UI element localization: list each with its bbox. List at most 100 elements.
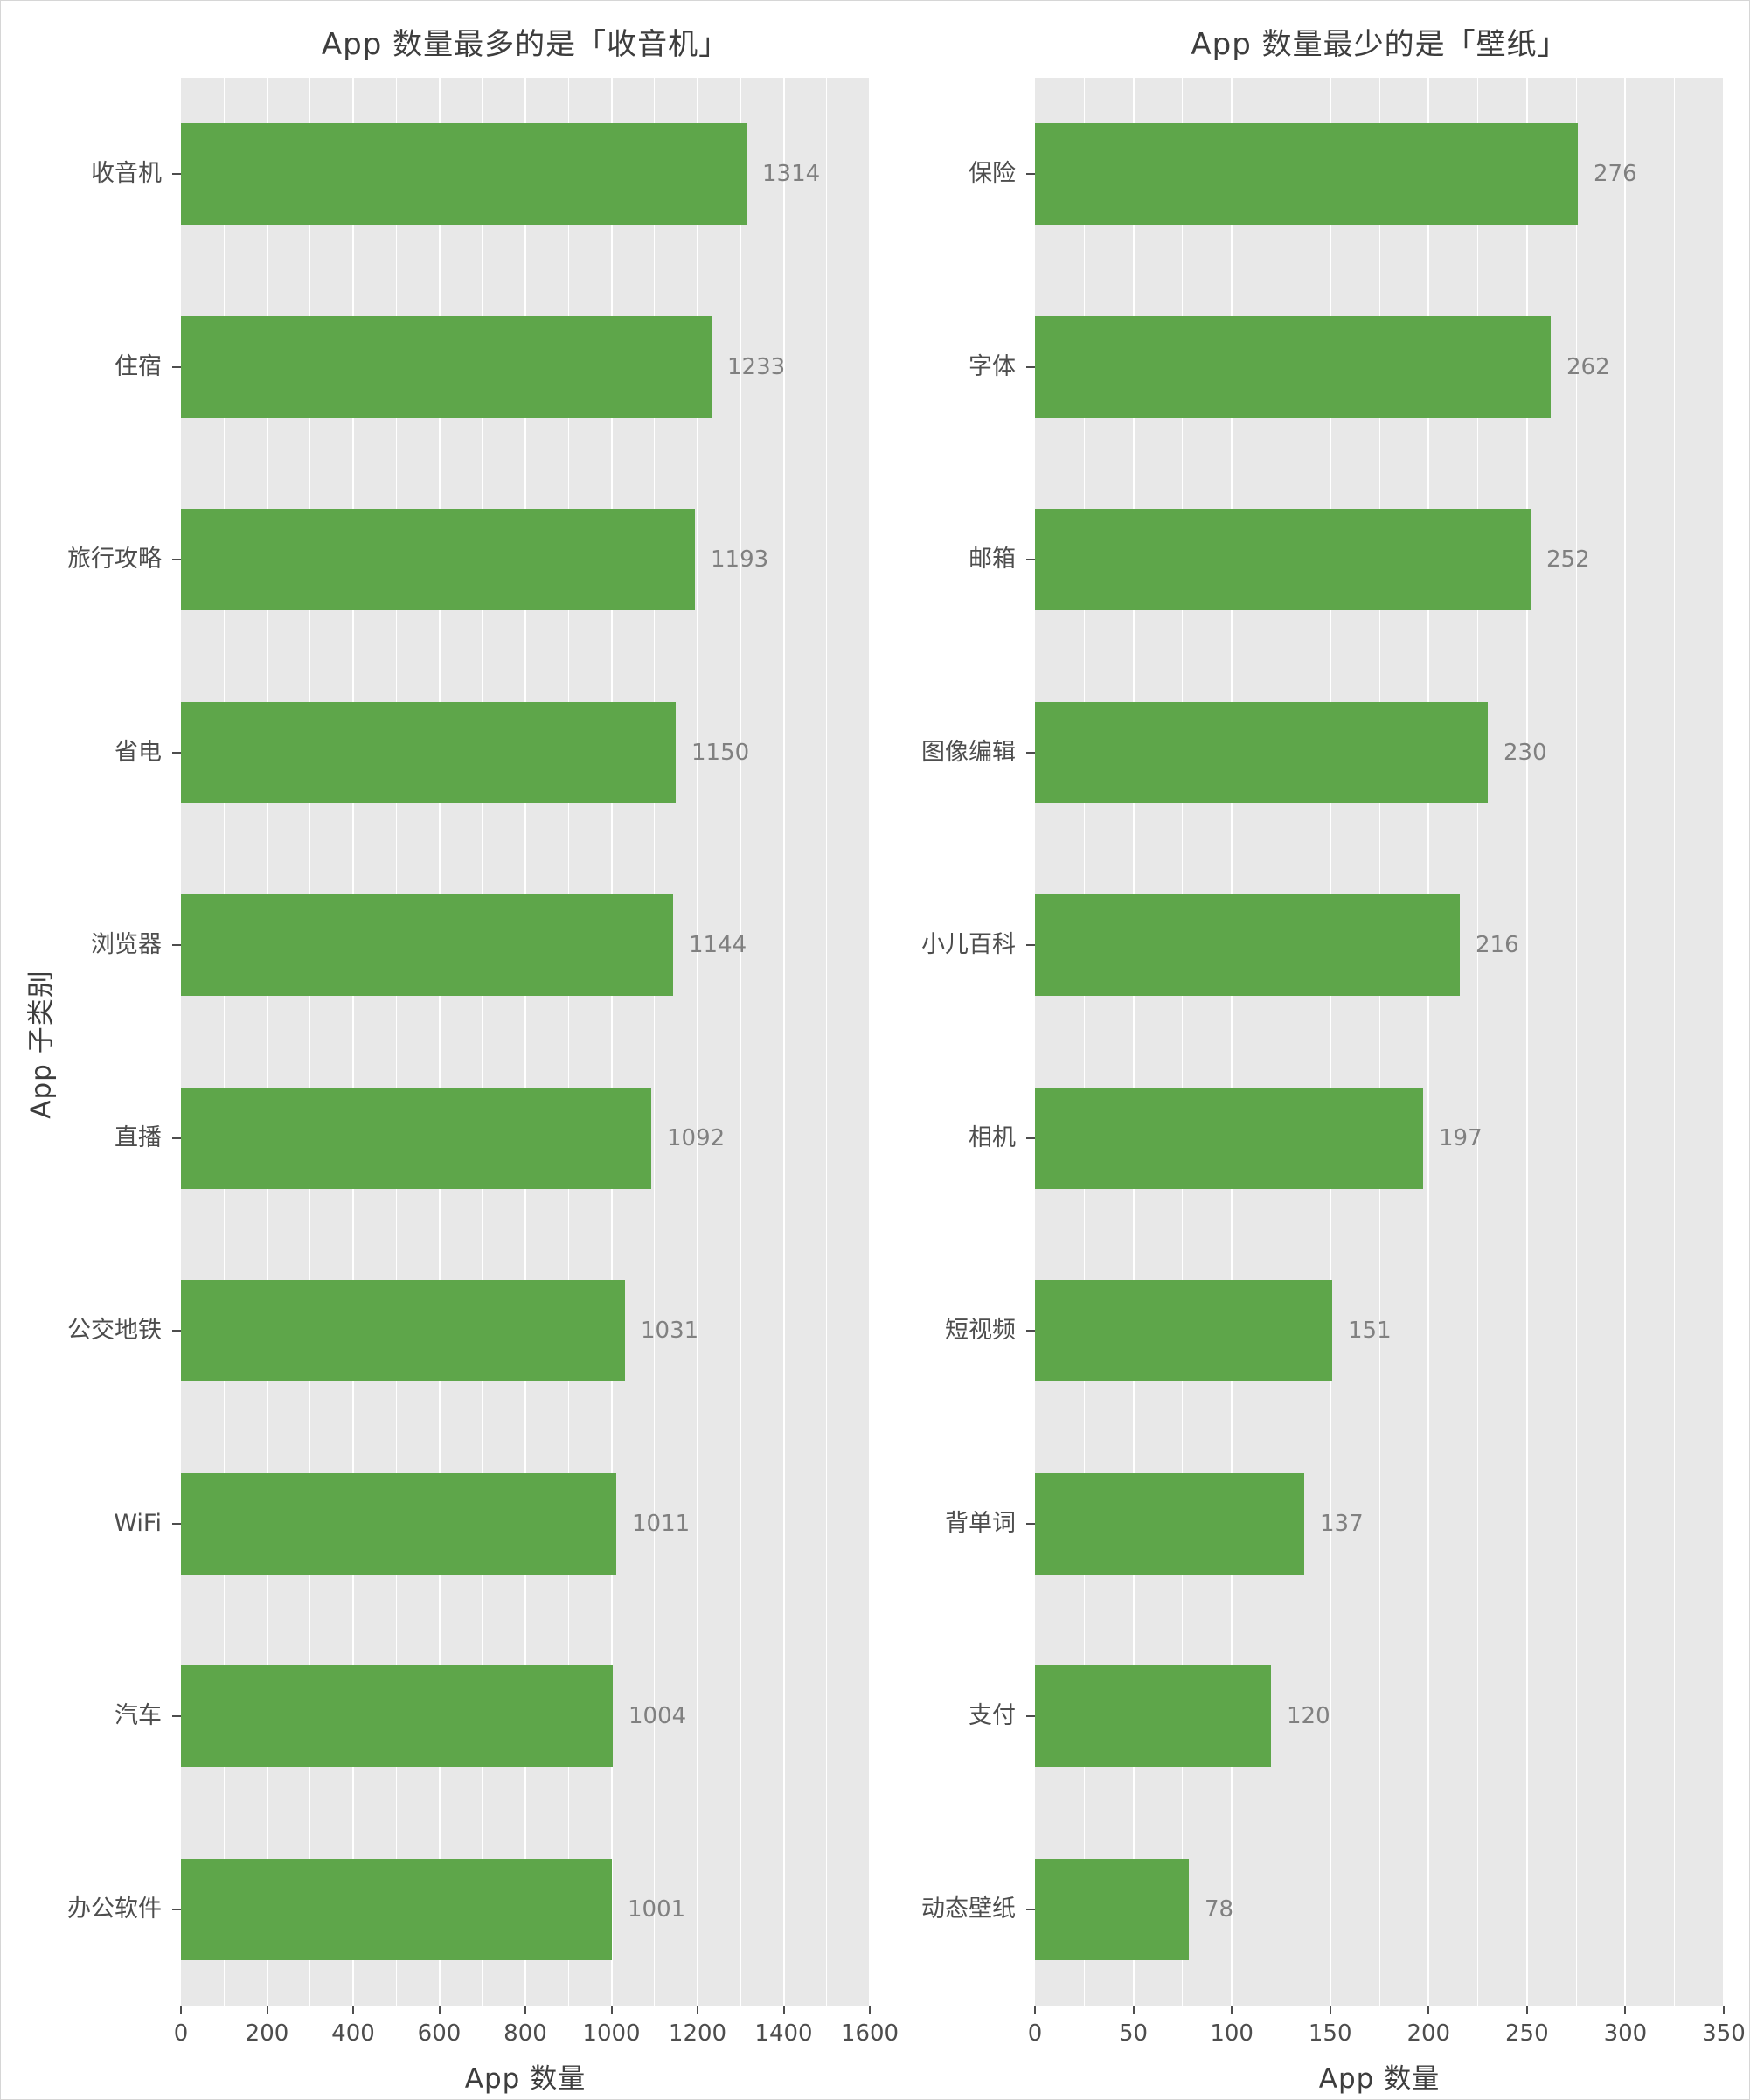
x-tick-mark (1132, 2006, 1135, 2014)
category-label: 浏览器 (91, 931, 162, 958)
y-tick-mark (172, 1909, 181, 1910)
category-label: 直播 (115, 1124, 162, 1151)
category-label: 图像编辑 (921, 739, 1016, 766)
major-gridline (1624, 78, 1627, 2006)
major-gridline (1132, 78, 1135, 2006)
y-tick-mark (1026, 559, 1035, 560)
bar (181, 509, 695, 610)
x-tick-mark (1034, 2006, 1036, 2014)
y-tick-mark (172, 366, 181, 368)
plot-area: 1314 1233 1193 1150 1144 1092 1031 1011 1004 1001 (181, 78, 871, 2006)
minor-gridline (309, 78, 311, 2006)
minor-gridline (395, 78, 397, 2006)
minor-gridline (1575, 78, 1577, 2006)
x-tick-label: 800 (503, 2020, 547, 2047)
bar (181, 894, 673, 996)
x-tick-mark (869, 2006, 871, 2014)
y-tick-mark (1026, 173, 1035, 175)
bar (1035, 1473, 1304, 1575)
bar-value-label: 230 (1503, 740, 1547, 766)
chart-panel-most-apps: App 数量最多的是「收音机」 1314 1233 1193 1150 1144 1092… (1, 1, 899, 2099)
x-tick-label: 300 (1603, 2020, 1648, 2047)
category-label: 收音机 (91, 160, 162, 187)
bar-value-label: 262 (1566, 354, 1610, 380)
bar-value-label: 1092 (667, 1125, 726, 1151)
minor-gridline (482, 78, 483, 2006)
category-label: 支付 (969, 1702, 1016, 1729)
bar-value-label: 1314 (762, 161, 821, 187)
y-tick-mark (1026, 366, 1035, 368)
major-gridline (697, 78, 698, 2006)
x-tick-mark (782, 2006, 785, 2014)
bar-value-label: 1193 (711, 546, 769, 573)
category-label: 背单词 (945, 1510, 1016, 1537)
x-tick-label: 100 (1210, 2020, 1253, 2047)
x-tick-mark (180, 2006, 182, 2014)
x-tick-label: 150 (1308, 2020, 1352, 2047)
x-tick-label: 400 (331, 2020, 375, 2047)
bar-value-label: 1233 (727, 354, 786, 380)
x-tick-mark (1624, 2006, 1627, 2014)
major-gridline (782, 78, 785, 2006)
major-gridline (869, 78, 871, 2006)
bar-value-label: 1004 (628, 1703, 687, 1729)
x-tick-mark (266, 2006, 268, 2014)
x-tick-label: 50 (1119, 2020, 1149, 2047)
y-tick-mark (1026, 1330, 1035, 1332)
category-label: 省电 (115, 739, 162, 766)
bar (181, 123, 747, 225)
y-tick-mark (172, 944, 181, 946)
y-tick-mark (1026, 1137, 1035, 1139)
major-gridline (524, 78, 526, 2006)
bar-value-label: 276 (1594, 161, 1637, 187)
bar (1035, 1665, 1271, 1767)
bar (181, 316, 712, 418)
bar-value-label: 1031 (641, 1318, 699, 1344)
bar-value-label: 1011 (632, 1511, 691, 1537)
bar (181, 1665, 613, 1767)
category-label: 公交地铁 (67, 1317, 162, 1344)
bar (181, 1859, 612, 1960)
bar-value-label: 120 (1287, 1703, 1330, 1729)
minor-gridline (1083, 78, 1085, 2006)
chart-panel-fewest-apps: App 数量最少的是「壁纸」 276 262 252 230 216 197 151 137 1… (876, 1, 1749, 2099)
major-gridline (1525, 78, 1528, 2006)
bar (1035, 894, 1460, 996)
minor-gridline (826, 78, 828, 2006)
bar-value-label: 1150 (691, 740, 750, 766)
x-tick-mark (697, 2006, 698, 2014)
bar (181, 1088, 651, 1189)
bar (1035, 702, 1488, 803)
bar-value-label: 1001 (628, 1896, 686, 1923)
category-label: 邮箱 (969, 546, 1016, 573)
category-label: 汽车 (115, 1702, 162, 1729)
minor-gridline (1182, 78, 1184, 2006)
category-label: 字体 (969, 353, 1016, 380)
x-tick-mark (352, 2006, 354, 2014)
x-tick-label: 1000 (582, 2020, 641, 2047)
y-tick-mark (172, 752, 181, 754)
major-gridline (610, 78, 613, 2006)
x-tick-label: 200 (245, 2020, 289, 2047)
x-tick-mark (1427, 2006, 1430, 2014)
x-tick-mark (1525, 2006, 1528, 2014)
x-tick-label: 250 (1505, 2020, 1549, 2047)
bar (1035, 1088, 1423, 1189)
bar-value-label: 197 (1439, 1125, 1483, 1151)
bar-value-label: 137 (1320, 1511, 1364, 1537)
minor-gridline (1378, 78, 1380, 2006)
x-tick-label: 1600 (840, 2020, 899, 2047)
bar (181, 1280, 625, 1381)
bar-value-label: 216 (1476, 932, 1519, 958)
major-gridline (352, 78, 354, 2006)
major-gridline (1723, 78, 1725, 2006)
x-tick-label: 1200 (668, 2020, 727, 2047)
category-label: 保险 (969, 160, 1016, 187)
x-tick-label: 0 (1027, 2020, 1043, 2047)
x-tick-mark (1329, 2006, 1331, 2014)
x-tick-mark (610, 2006, 613, 2014)
bar (1035, 509, 1531, 610)
category-label: 小儿百科 (921, 931, 1016, 958)
category-label: 办公软件 (67, 1895, 162, 1923)
plot-area: 276 262 252 230 216 197 151 137 120 78 (1035, 78, 1725, 2006)
